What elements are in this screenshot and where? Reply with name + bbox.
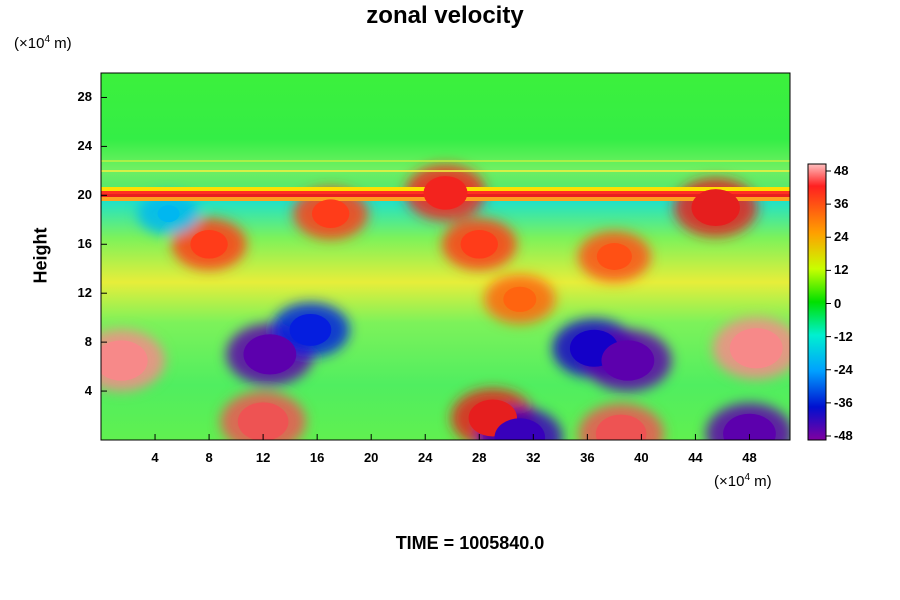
colorbar-tick-label: -36 bbox=[834, 394, 853, 410]
x-tick-label: 20 bbox=[363, 450, 379, 465]
field-core bbox=[423, 176, 468, 210]
x-tick-label: 28 bbox=[472, 450, 487, 465]
colorbar-tick-label: 0 bbox=[834, 295, 842, 311]
field-core bbox=[723, 413, 776, 440]
chart-title: zonal velocity bbox=[366, 2, 524, 29]
colorbar-tick-label: -12 bbox=[834, 328, 853, 344]
y-tick-label: 28 bbox=[77, 89, 92, 105]
field-core bbox=[190, 229, 228, 259]
field-core bbox=[243, 334, 297, 375]
field-core bbox=[101, 340, 148, 381]
field-core bbox=[595, 414, 647, 440]
x-tick-label: 12 bbox=[255, 450, 271, 465]
x-tick-label: 16 bbox=[309, 450, 325, 465]
field-core bbox=[460, 229, 498, 259]
y-tick-label: 16 bbox=[77, 236, 92, 252]
colorbar-tick-label: 48 bbox=[834, 163, 849, 178]
field-core bbox=[691, 189, 740, 227]
field-core bbox=[289, 313, 332, 346]
x-axis-unit: (×104 m) bbox=[714, 472, 772, 490]
x-tick-label: 48 bbox=[742, 450, 757, 465]
y-tick-label: 12 bbox=[77, 285, 92, 301]
field-core bbox=[601, 340, 655, 381]
x-tick-label: 44 bbox=[688, 450, 703, 465]
y-tick-label: 20 bbox=[77, 187, 92, 203]
time-label: TIME = 1005840.0 bbox=[395, 533, 545, 553]
x-tick-label: 8 bbox=[205, 450, 213, 465]
plot-frame bbox=[100, 72, 791, 441]
field-core bbox=[157, 205, 180, 223]
x-tick-label: 24 bbox=[418, 450, 433, 465]
colorbar-tick-label: -48 bbox=[834, 428, 853, 443]
field-core bbox=[729, 328, 783, 369]
x-tick-label: 32 bbox=[526, 450, 541, 465]
colorbar-tick-label: 36 bbox=[834, 196, 849, 212]
field-core bbox=[237, 402, 289, 440]
colorbar-tick-label: 24 bbox=[834, 229, 849, 245]
colorbar-tick-label: 12 bbox=[834, 262, 849, 278]
field-core bbox=[596, 243, 632, 270]
y-tick-label: 8 bbox=[84, 334, 92, 350]
field-core bbox=[311, 199, 350, 228]
y-tick-label: 24 bbox=[77, 138, 92, 154]
x-tick-label: 40 bbox=[634, 450, 649, 465]
field-core bbox=[503, 286, 537, 312]
x-tick-label: 4 bbox=[151, 450, 159, 465]
y-axis-unit: (×104 m) bbox=[14, 34, 72, 52]
y-tick-label: 4 bbox=[84, 383, 92, 399]
field-core bbox=[494, 418, 546, 440]
x-tick-label: 36 bbox=[580, 450, 595, 465]
colorbar-tick-label: -24 bbox=[834, 361, 853, 377]
colorbar bbox=[807, 163, 831, 441]
heatmap-field bbox=[101, 73, 790, 440]
